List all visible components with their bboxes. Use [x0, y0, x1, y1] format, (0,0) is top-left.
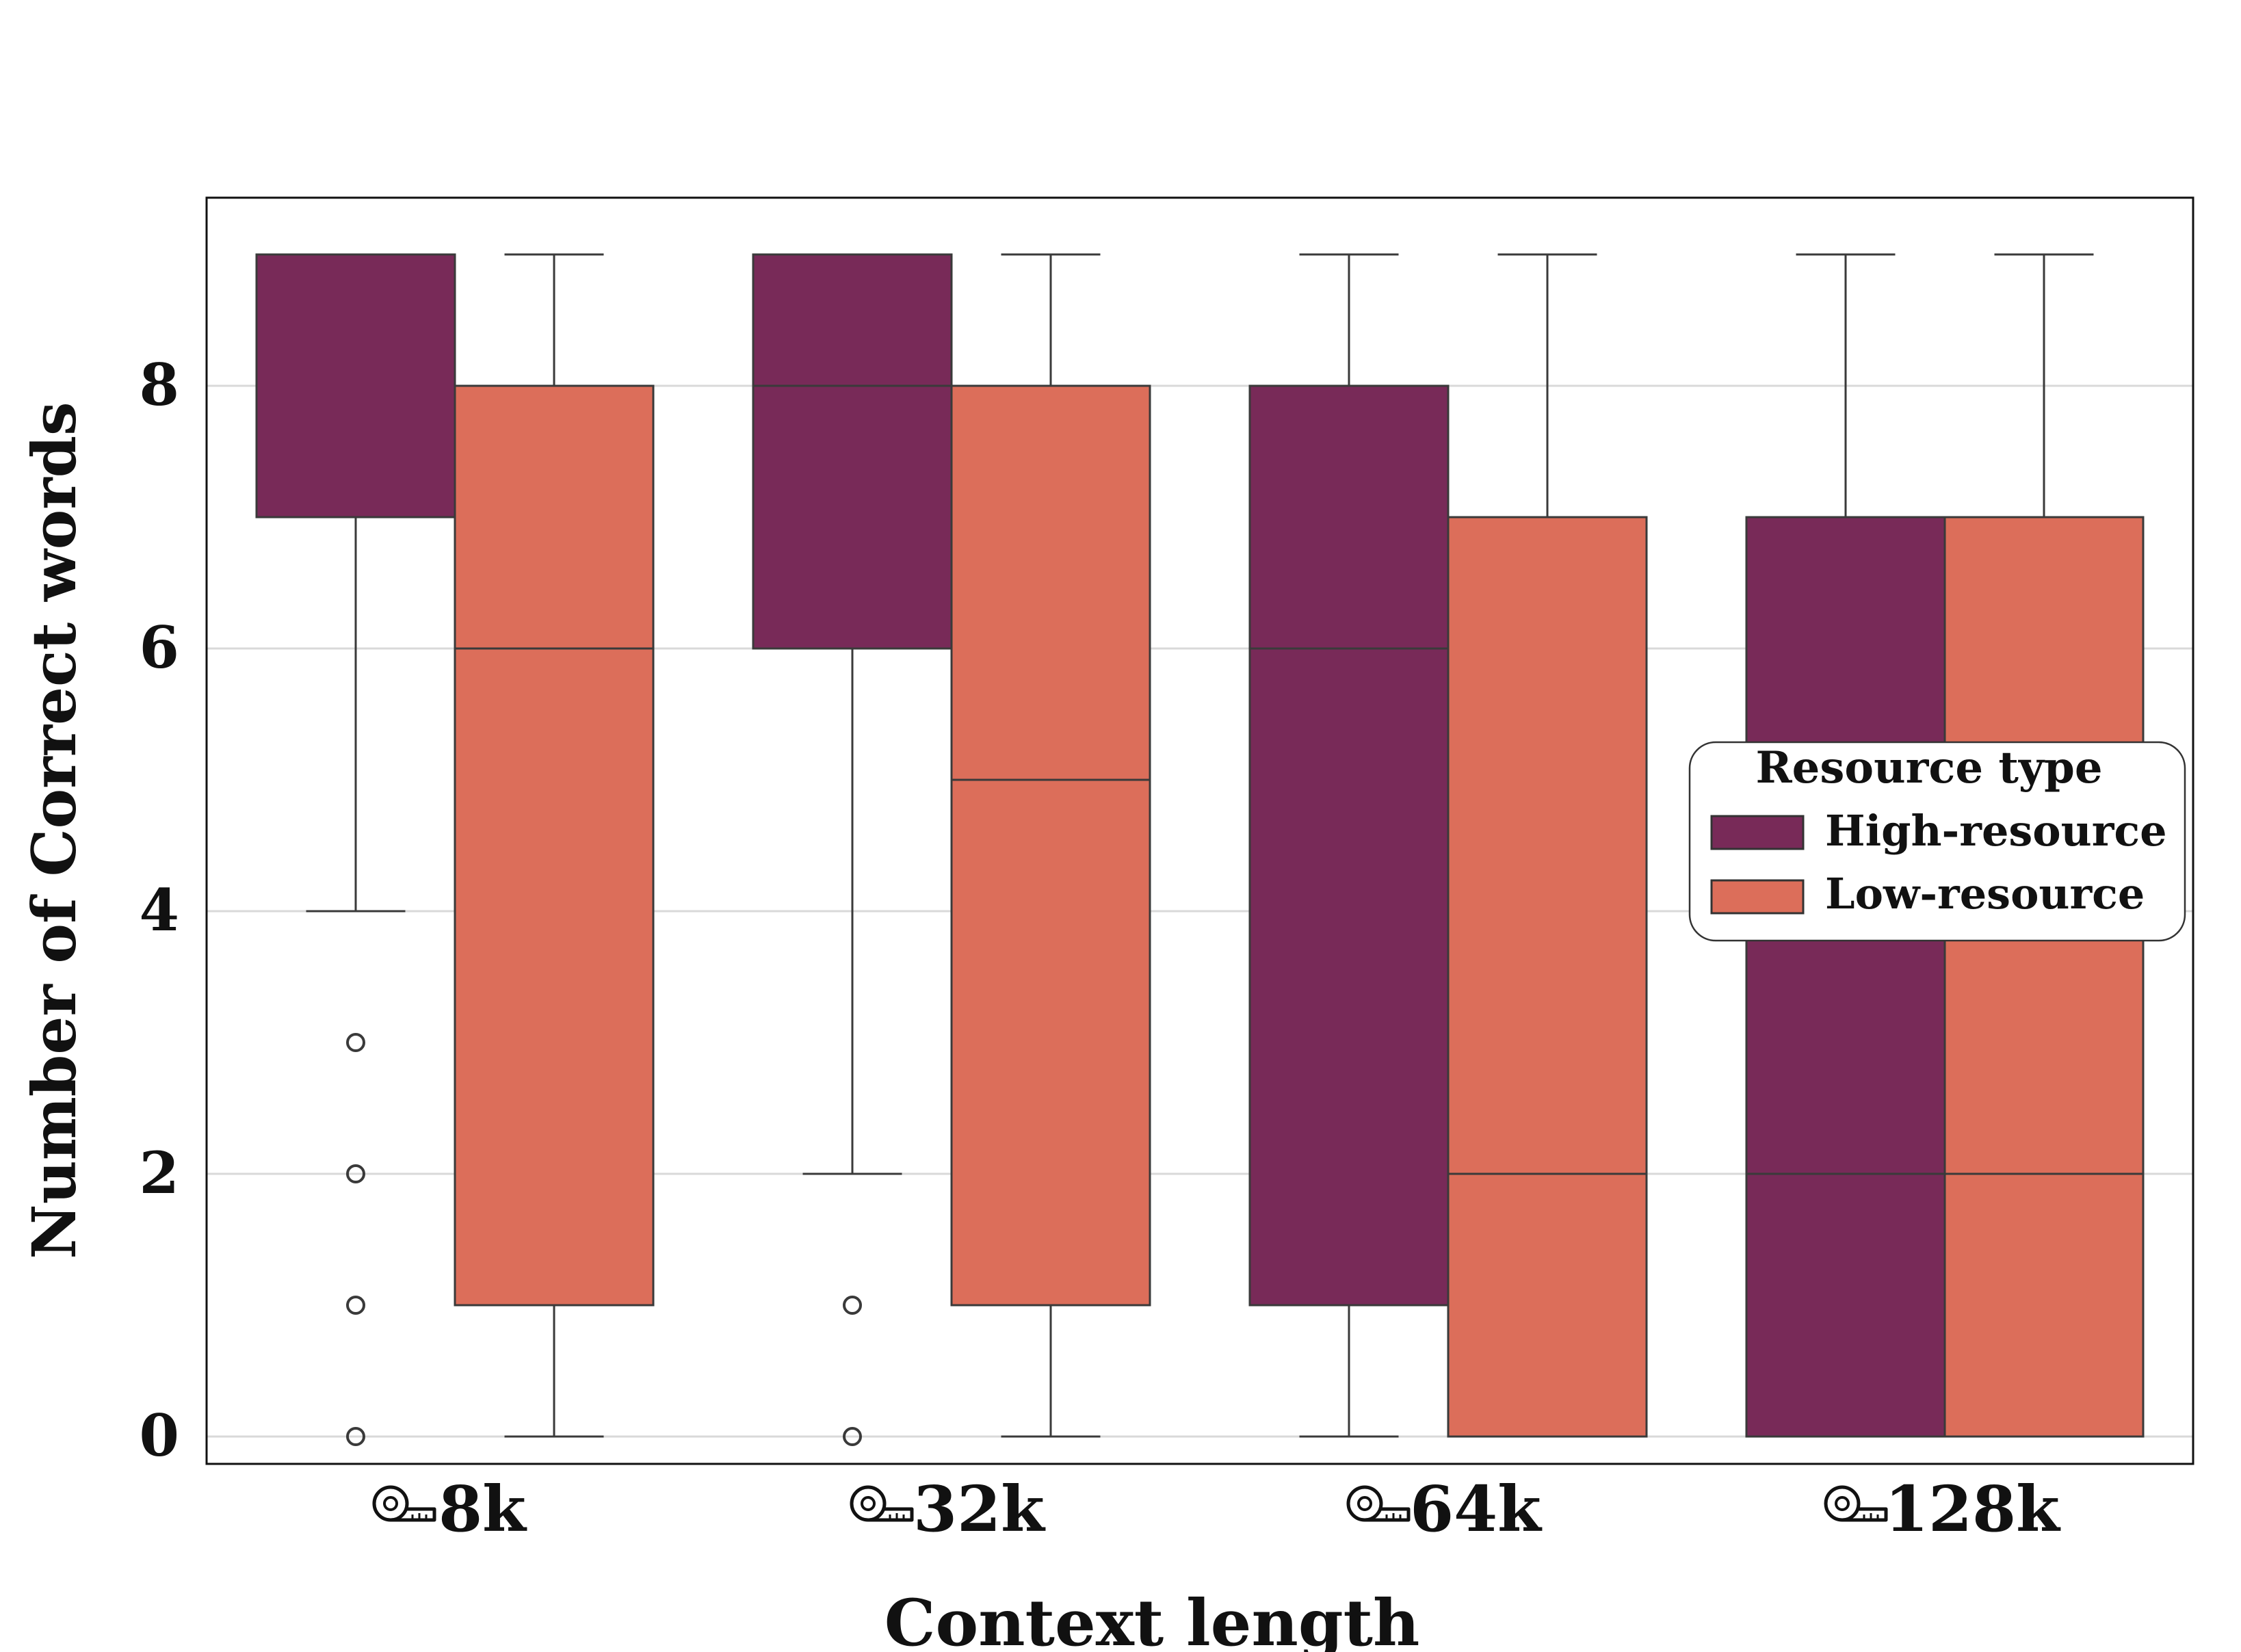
- y-tick-label: 4: [140, 876, 179, 944]
- box-iqr: [752, 253, 953, 650]
- legend-label-high-resource: High-resource: [1825, 806, 2167, 856]
- tape-measure-icon: [1348, 1487, 1408, 1520]
- y-tick-label: 8: [140, 351, 179, 419]
- box-low-resource-8k: [454, 253, 655, 1438]
- box-high-resource-64k: [1248, 253, 1450, 1438]
- x-tick-64k: 64k: [1348, 1472, 1543, 1546]
- legend-swatch-low-resource: [1710, 879, 1805, 915]
- legend-frame: [1688, 741, 2186, 942]
- legend-swatch-high-resource: [1710, 815, 1805, 850]
- outlier-point: [346, 1033, 365, 1052]
- y-tick-label: 0: [140, 1402, 179, 1469]
- box-iqr: [454, 384, 655, 1307]
- box-series: [255, 253, 2145, 1446]
- x-tick-label: 32k: [913, 1472, 1046, 1546]
- box-iqr: [1248, 384, 1450, 1307]
- box-low-resource-64k: [1447, 253, 1648, 1438]
- legend: Resource type High-resource Low-resource: [1688, 741, 2186, 942]
- outlier-point: [346, 1164, 365, 1183]
- y-tick-label: 2: [140, 1139, 179, 1207]
- legend-label-low-resource: Low-resource: [1825, 869, 2145, 919]
- outlier-point: [346, 1296, 365, 1315]
- x-axis-title: Context length: [884, 1586, 1420, 1652]
- box-high-resource-8k: [255, 253, 456, 1446]
- outlier-point: [843, 1427, 862, 1446]
- box-iqr: [1745, 516, 1946, 1438]
- x-tick-8k: 8k: [374, 1472, 527, 1546]
- box-iqr: [1447, 516, 1648, 1438]
- outlier-point: [346, 1427, 365, 1446]
- box-low-resource-32k: [950, 253, 1151, 1438]
- x-tick-label: 64k: [1410, 1472, 1543, 1546]
- box-high-resource-32k: [752, 253, 953, 1446]
- y-axis-title: Number of Correct words: [18, 402, 90, 1259]
- legend-title: Resource type: [1755, 742, 2102, 794]
- plot-frame: [205, 196, 2194, 1465]
- x-tick-label: 8k: [438, 1472, 527, 1546]
- x-axis-ticks: 8k 32k 64k 128k: [374, 1472, 2061, 1546]
- box-iqr: [1943, 516, 2145, 1438]
- box-iqr: [950, 384, 1151, 1307]
- x-tick-32k: 32k: [852, 1472, 1046, 1546]
- box-high-resource-128k: [1745, 253, 1946, 1438]
- tape-measure-icon: [374, 1487, 434, 1520]
- box-iqr: [255, 253, 456, 519]
- outlier-point: [843, 1296, 862, 1315]
- tape-measure-icon: [1826, 1487, 1886, 1520]
- x-tick-label: 128k: [1885, 1472, 2061, 1546]
- tape-measure-icon: [852, 1487, 912, 1520]
- box-low-resource-128k: [1943, 253, 2145, 1438]
- x-tick-128k: 128k: [1826, 1472, 2061, 1546]
- y-tick-label: 6: [140, 614, 179, 681]
- y-axis-ticks: 0 2 4 6 8: [140, 351, 179, 1469]
